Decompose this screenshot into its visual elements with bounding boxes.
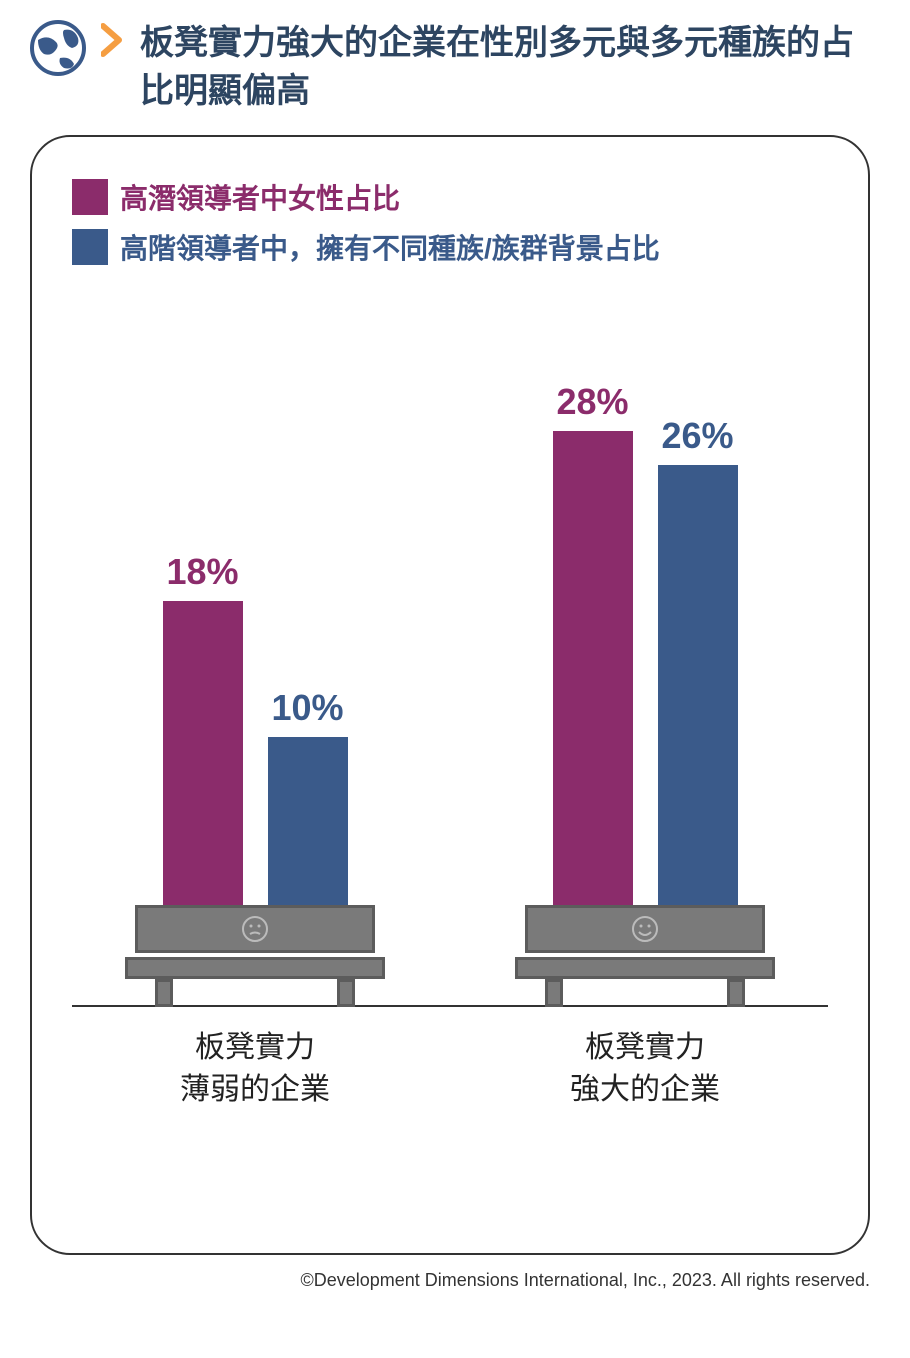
bar-wrap: 10% xyxy=(268,687,348,907)
bar xyxy=(553,431,633,907)
bar-value: 26% xyxy=(661,415,733,457)
bars-row: 18% 10% xyxy=(72,327,828,1007)
legend-swatch-2 xyxy=(72,229,108,265)
bar-wrap: 28% xyxy=(553,381,633,907)
legend-swatch-1 xyxy=(72,179,108,215)
legend-item: 高階領導者中，擁有不同種族/族群背景占比 xyxy=(72,227,828,267)
legend: 高潛領導者中女性占比 高階領導者中，擁有不同種族/族群背景占比 xyxy=(72,177,828,267)
legend-item: 高潛領導者中女性占比 xyxy=(72,177,828,217)
happy-face-icon xyxy=(630,914,660,944)
bench-icon xyxy=(515,905,775,1005)
bars-pair: 28% 26% xyxy=(553,381,738,907)
category-label-weak: 板凳實力 薄弱的企業 xyxy=(105,1027,405,1111)
bar-value: 10% xyxy=(271,687,343,729)
cat-label-line: 板凳實力 xyxy=(585,1031,705,1064)
chart-container: 高潛領導者中女性占比 高階領導者中，擁有不同種族/族群背景占比 18% 10% xyxy=(30,135,870,1255)
neutral-face-icon xyxy=(240,914,270,944)
category-label-strong: 板凳實力 強大的企業 xyxy=(495,1027,795,1111)
cat-label-line: 強大的企業 xyxy=(570,1073,720,1106)
cat-label-line: 板凳實力 xyxy=(195,1031,315,1064)
bar-wrap: 26% xyxy=(658,415,738,907)
globe-icon xyxy=(30,20,86,76)
bars-pair: 18% 10% xyxy=(163,551,348,907)
copyright: ©Development Dimensions International, I… xyxy=(30,1270,880,1291)
bar xyxy=(268,737,348,907)
bar-wrap: 18% xyxy=(163,551,243,907)
bar-value: 18% xyxy=(166,551,238,593)
cat-label-line: 薄弱的企業 xyxy=(180,1073,330,1106)
bar-group-weak: 18% 10% xyxy=(105,551,405,1005)
category-labels: 板凳實力 薄弱的企業 板凳實力 強大的企業 xyxy=(72,1027,828,1111)
legend-label-2: 高階領導者中，擁有不同種族/族群背景占比 xyxy=(120,227,660,267)
bar-value: 28% xyxy=(556,381,628,423)
chevron-icon xyxy=(101,22,125,67)
chart-area: 18% 10% xyxy=(72,327,828,1127)
bar xyxy=(658,465,738,907)
bar-group-strong: 28% 26% xyxy=(495,381,795,1005)
bar xyxy=(163,601,243,907)
header: 板凳實力強大的企業在性別多元與多元種族的占比明顯偏高 xyxy=(30,20,880,115)
legend-label-1: 高潛領導者中女性占比 xyxy=(120,177,400,217)
page-title: 板凳實力強大的企業在性別多元與多元種族的占比明顯偏高 xyxy=(140,20,880,115)
bench-icon xyxy=(125,905,385,1005)
